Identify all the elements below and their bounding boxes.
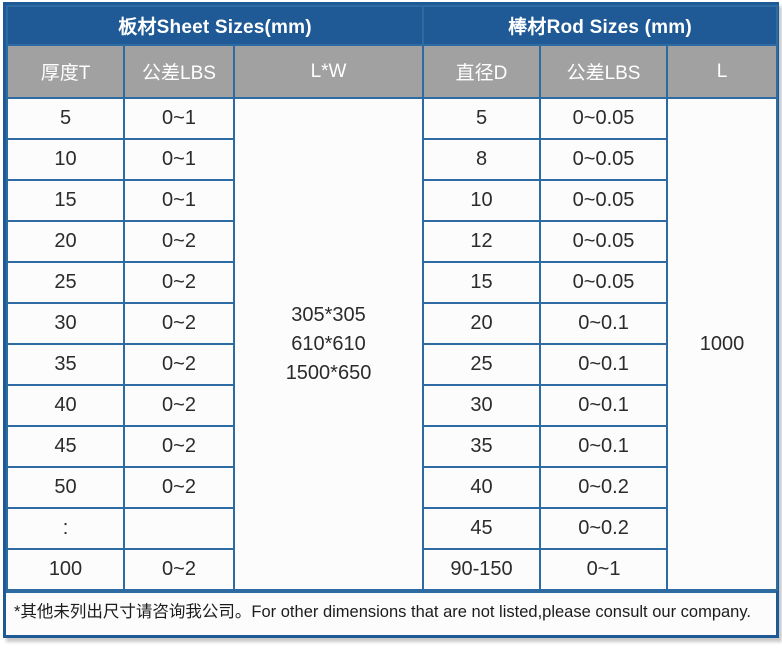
sheet-thickness-cell: 5 bbox=[6, 97, 125, 140]
col-header-rod-tolerance: 公差LBS bbox=[539, 44, 669, 99]
table-row: 10 0~1 8 0~0.05 bbox=[6, 138, 777, 181]
table-row: 30 0~2 20 0~0.1 bbox=[6, 302, 777, 345]
sheet-tolerance-cell: 0~1 bbox=[123, 138, 235, 181]
col-header-sheet-tolerance: 公差LBS bbox=[123, 44, 235, 99]
sheet-thickness-cell: 15 bbox=[6, 179, 125, 222]
col-header-length: L bbox=[666, 44, 779, 99]
rod-tolerance-cell: 0~0.2 bbox=[539, 507, 669, 550]
rod-diameter-cell: 40 bbox=[422, 466, 542, 509]
rod-tolerance-cell: 0~0.05 bbox=[539, 179, 669, 222]
rod-tolerance-cell: 0~0.2 bbox=[539, 466, 669, 509]
rod-length-merged-cell: 1000 bbox=[666, 97, 779, 591]
sheet-tolerance-cell: 0~1 bbox=[123, 179, 235, 222]
sheet-thickness-cell: 25 bbox=[6, 261, 125, 304]
sheet-lw-merged-cell: 305*305 610*610 1500*650 bbox=[232, 97, 425, 591]
table-row: 25 0~2 15 0~0.05 bbox=[6, 261, 777, 304]
rod-tolerance-cell: 0~0.05 bbox=[539, 97, 669, 140]
rod-diameter-cell: 5 bbox=[422, 97, 542, 140]
table-row: 40 0~2 30 0~0.1 bbox=[6, 384, 777, 427]
column-header-row: 厚度T 公差LBS L*W 直径D 公差LBS L bbox=[6, 44, 779, 99]
sheet-tolerance-cell bbox=[123, 507, 235, 550]
rod-diameter-cell: 90-150 bbox=[422, 548, 542, 591]
col-header-thickness: 厚度T bbox=[6, 44, 125, 99]
sheet-tolerance-cell: 0~2 bbox=[123, 220, 235, 263]
rod-diameter-cell: 8 bbox=[422, 138, 542, 181]
sheet-thickness-cell: 10 bbox=[6, 138, 125, 181]
lw-size-line: 305*305 bbox=[291, 303, 366, 326]
sheet-tolerance-cell: 0~2 bbox=[123, 261, 235, 304]
rod-diameter-cell: 12 bbox=[422, 220, 542, 263]
rod-diameter-cell: 35 bbox=[422, 425, 542, 468]
footnote: *其他未列出尺寸请咨询我公司。For other dimensions that… bbox=[6, 591, 776, 635]
rod-tolerance-cell: 0~0.05 bbox=[539, 138, 669, 181]
rod-tolerance-cell: 0~0.1 bbox=[539, 425, 669, 468]
table-row: 15 0~1 10 0~0.05 bbox=[6, 179, 777, 222]
table-row: 45 0~2 35 0~0.1 bbox=[6, 425, 777, 468]
rod-diameter-cell: 25 bbox=[422, 343, 542, 386]
sheet-thickness-cell: 50 bbox=[6, 466, 125, 509]
sheet-thickness-cell: 45 bbox=[6, 425, 125, 468]
col-header-lw: L*W bbox=[232, 44, 425, 99]
sheet-tolerance-cell: 0~2 bbox=[123, 466, 235, 509]
table-row: 35 0~2 25 0~0.1 bbox=[6, 343, 777, 386]
rod-tolerance-cell: 0~0.1 bbox=[539, 302, 669, 345]
rod-diameter-cell: 45 bbox=[422, 507, 542, 550]
sheet-tolerance-cell: 0~2 bbox=[123, 302, 235, 345]
sheet-section-title: 板材Sheet Sizes(mm) bbox=[5, 5, 425, 46]
lw-size-line: 610*610 bbox=[291, 332, 366, 355]
table-row: : 45 0~0.2 bbox=[6, 507, 777, 550]
rod-tolerance-cell: 0~0.05 bbox=[539, 220, 669, 263]
sheet-tolerance-cell: 0~2 bbox=[123, 343, 235, 386]
sheet-tolerance-cell: 0~2 bbox=[123, 384, 235, 427]
rod-tolerance-cell: 0~0.1 bbox=[539, 343, 669, 386]
sheet-tolerance-cell: 0~2 bbox=[123, 425, 235, 468]
sheet-tolerance-cell: 0~2 bbox=[123, 548, 235, 591]
rod-tolerance-cell: 0~0.1 bbox=[539, 384, 669, 427]
table-row: 50 0~2 40 0~0.2 bbox=[6, 466, 777, 509]
rod-diameter-cell: 30 bbox=[422, 384, 542, 427]
table-row: 100 0~2 90-150 0~1 bbox=[6, 548, 777, 591]
table-row: 5 0~1 305*305 610*610 1500*650 5 0~0.05 … bbox=[6, 97, 779, 591]
sheet-tolerance-cell: 0~1 bbox=[123, 97, 235, 140]
table-row: 20 0~2 12 0~0.05 bbox=[6, 220, 777, 263]
sheet-thickness-cell: 40 bbox=[6, 384, 125, 427]
sheet-thickness-cell: 35 bbox=[6, 343, 125, 386]
sheet-thickness-cell: 20 bbox=[6, 220, 125, 263]
rod-tolerance-cell: 0~0.05 bbox=[539, 261, 669, 304]
section-title-row: 板材Sheet Sizes(mm) 棒材Rod Sizes (mm) bbox=[5, 5, 779, 46]
rod-diameter-cell: 10 bbox=[422, 179, 542, 222]
rod-section-title: 棒材Rod Sizes (mm) bbox=[422, 5, 779, 46]
rod-tolerance-cell: 0~1 bbox=[539, 548, 669, 591]
sheet-thickness-cell: 100 bbox=[6, 548, 125, 591]
sizes-table: 板材Sheet Sizes(mm) 棒材Rod Sizes (mm) 厚度T 公… bbox=[5, 5, 779, 591]
sheet-thickness-cell: : bbox=[6, 507, 125, 550]
rod-diameter-cell: 15 bbox=[422, 261, 542, 304]
col-header-diameter: 直径D bbox=[422, 44, 542, 99]
lw-size-line: 1500*650 bbox=[285, 361, 372, 384]
sheet-thickness-cell: 30 bbox=[6, 302, 125, 345]
rod-diameter-cell: 20 bbox=[422, 302, 542, 345]
spec-table-frame: 板材Sheet Sizes(mm) 棒材Rod Sizes (mm) 厚度T 公… bbox=[3, 2, 779, 638]
